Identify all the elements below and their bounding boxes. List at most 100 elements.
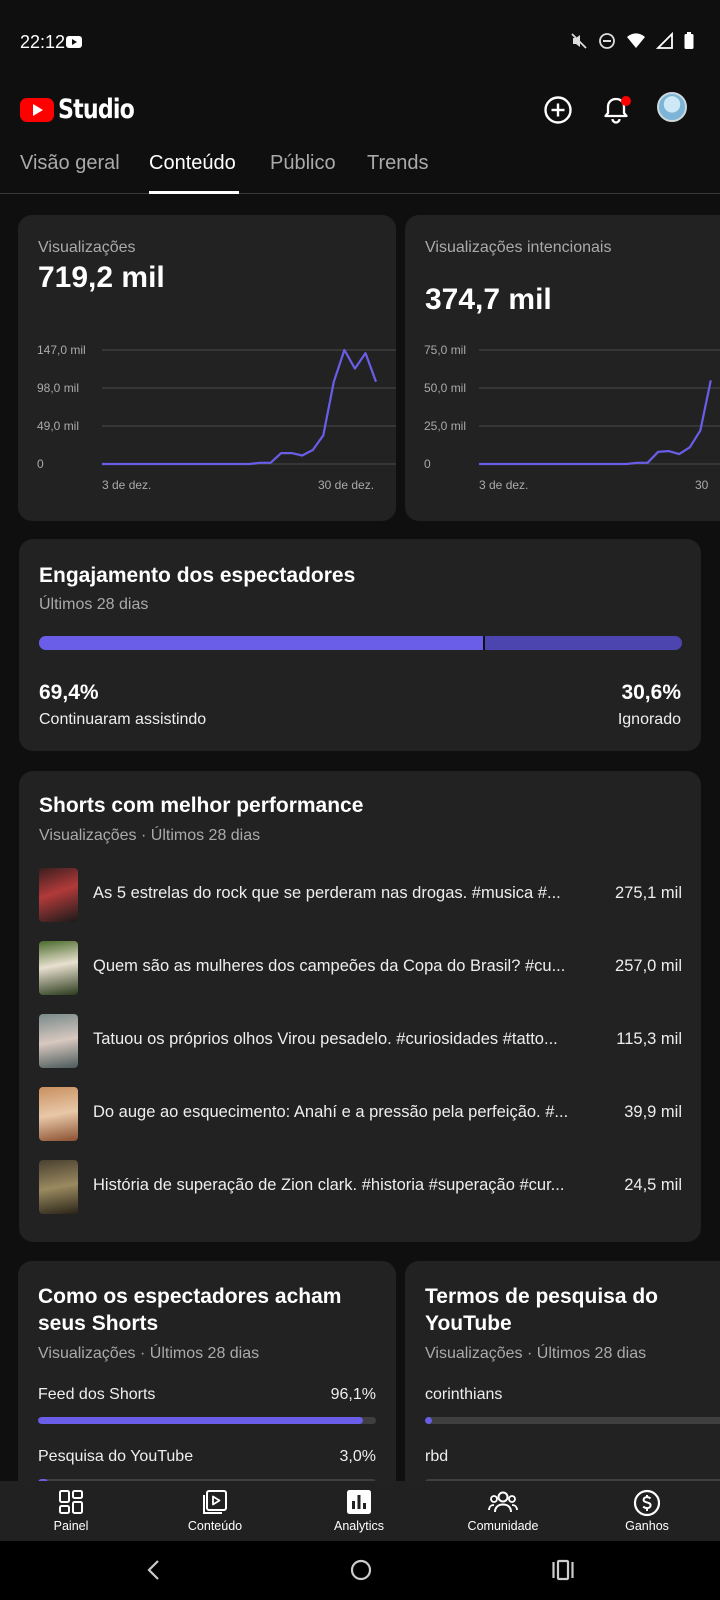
y-tick-label: 25,0 mil	[424, 419, 466, 433]
home-icon[interactable]	[349, 1558, 373, 1582]
nav-dashboard[interactable]: Painel	[11, 1481, 131, 1541]
source-label: Feed dos Shorts	[38, 1386, 156, 1403]
logo-text: Studio	[58, 94, 135, 125]
short-title: Do auge ao esquecimento: Anahí e a press…	[93, 1103, 569, 1121]
continued-pct: 69,4%	[39, 681, 99, 704]
x-tick-label: 30 de dez.	[318, 478, 374, 492]
short-views: 257,0 mil	[615, 957, 682, 975]
system-navigation-bar	[0, 1541, 720, 1600]
add-circle-icon	[544, 96, 572, 124]
video-thumbnail	[39, 1087, 78, 1141]
top-shorts-subtitle: Visualizações · Últimos 28 dias	[39, 827, 261, 844]
views-line-chart: 147,0 mil 98,0 mil 49,0 mil 0 3 de dez. 30 de…	[37, 343, 396, 492]
x-tick-label: 3 de dez.	[479, 478, 528, 492]
x-tick-label: 30	[695, 478, 709, 492]
create-button[interactable]	[538, 90, 578, 130]
discovery-card[interactable]: Como os espectadores acham seus Shorts V…	[18, 1261, 396, 1521]
nav-earn-label: Ganhos	[625, 1519, 669, 1533]
video-thumbnail	[39, 1160, 78, 1214]
list-item[interactable]: História de superação de Zion clark. #hi…	[39, 1160, 682, 1214]
back-icon[interactable]	[146, 1559, 162, 1581]
video-thumbnail	[39, 1014, 78, 1068]
analytics-icon	[347, 1490, 371, 1514]
content-icon	[203, 1490, 227, 1514]
tab-content[interactable]: Conteúdo	[149, 152, 236, 174]
views-value: 719,2 mil	[38, 261, 165, 294]
discovery-title-line1: Como os espectadores acham	[38, 1285, 342, 1308]
app-header: Studio	[0, 84, 720, 144]
notifications-button[interactable]	[596, 90, 636, 130]
nav-content-label: Conteúdo	[187, 1519, 243, 1533]
search-terms-title-line1: Termos de pesquisa do	[425, 1285, 658, 1308]
list-item[interactable]: Tatuou os próprios olhos Virou pesadelo.…	[39, 1014, 682, 1068]
tab-trends[interactable]: Trends	[367, 152, 429, 174]
community-icon	[488, 1491, 518, 1513]
top-shorts-card: Shorts com melhor performance Visualizaç…	[19, 771, 701, 1242]
status-icons	[570, 32, 694, 50]
skipped-pct: 30,6%	[621, 681, 681, 704]
list-item[interactable]: As 5 estrelas do rock que se perderam na…	[39, 868, 682, 922]
nav-analytics-label: Analytics	[333, 1519, 385, 1533]
active-tab-indicator	[149, 191, 239, 194]
do-not-disturb-icon	[599, 33, 615, 49]
short-views: 39,9 mil	[624, 1103, 682, 1121]
dashboard-icon	[59, 1490, 83, 1514]
discovery-title-line2: seus Shorts	[38, 1312, 159, 1335]
intentional-views-label: Visualizações intencionais	[425, 239, 612, 256]
tab-bar: Visão geral Conteúdo Público Trends	[0, 144, 720, 194]
signal-icon	[656, 32, 673, 49]
youtube-studio-logo[interactable]: Studio	[20, 94, 151, 125]
tab-audience[interactable]: Público	[270, 152, 336, 174]
bell-icon	[604, 97, 628, 124]
engagement-title: Engajamento dos espectadores	[39, 564, 356, 587]
engagement-card[interactable]: Engajamento dos espectadores Últimos 28 …	[19, 539, 701, 751]
nav-content[interactable]: Conteúdo	[155, 1481, 275, 1541]
search-terms-card[interactable]: Termos de pesquisa do YouTube Visualizaç…	[405, 1261, 720, 1521]
source-bar-fill	[38, 1417, 363, 1424]
series-line	[479, 380, 712, 466]
views-label: Visualizações	[38, 239, 136, 256]
notification-badge	[621, 96, 631, 106]
intentional-views-card[interactable]: Visualizações intencionais 374,7 mil 75,…	[405, 215, 720, 521]
avatar[interactable]	[657, 92, 687, 122]
source-bar	[38, 1417, 376, 1424]
youtube-notification-icon	[66, 36, 82, 48]
source-label: Pesquisa do YouTube	[38, 1448, 194, 1465]
intentional-views-line-chart: 75,0 mil 50,0 mil 25,0 mil 0 3 de dez. 30	[424, 343, 720, 492]
status-time: 22:12	[20, 32, 66, 52]
video-thumbnail	[39, 868, 78, 922]
skipped-label: Ignorado	[617, 711, 681, 728]
engagement-bar	[39, 636, 682, 650]
engagement-subtitle: Últimos 28 dias	[39, 596, 149, 613]
status-bar: 22:12	[0, 0, 720, 84]
recents-icon[interactable]	[552, 1559, 574, 1581]
bottom-nav: Painel Conteúdo Analytics Comunidade Gan…	[0, 1481, 720, 1541]
list-item[interactable]: Quem são as mulheres dos campeões da Cop…	[39, 941, 682, 995]
short-title: Tatuou os próprios olhos Virou pesadelo.…	[93, 1030, 558, 1048]
list-item[interactable]: Do auge ao esquecimento: Anahí e a press…	[39, 1087, 682, 1141]
views-card[interactable]: Visualizações 719,2 mil 147,0 mil 98,0 mi…	[18, 215, 396, 521]
engagement-bar-fill	[39, 636, 486, 650]
short-title: As 5 estrelas do rock que se perderam na…	[93, 884, 561, 902]
y-tick-label: 0	[37, 457, 44, 471]
y-tick-label: 49,0 mil	[37, 419, 79, 433]
x-tick-label: 3 de dez.	[102, 478, 151, 492]
source-value: 3,0%	[339, 1448, 376, 1465]
tab-overview[interactable]: Visão geral	[20, 152, 120, 174]
short-views: 24,5 mil	[624, 1176, 682, 1194]
nav-community-label: Comunidade	[467, 1519, 539, 1533]
video-thumbnail	[39, 941, 78, 995]
intentional-views-value: 374,7 mil	[425, 283, 552, 316]
short-title: Quem são as mulheres dos campeões da Cop…	[93, 957, 566, 975]
earn-icon	[633, 1489, 661, 1517]
search-terms-title-line2: YouTube	[425, 1312, 512, 1335]
search-terms-subtitle: Visualizações · Últimos 28 dias	[425, 1345, 647, 1362]
nav-community[interactable]: Comunidade	[443, 1481, 563, 1541]
short-views: 115,3 mil	[616, 1030, 682, 1048]
y-tick-label: 98,0 mil	[37, 381, 79, 395]
y-tick-label: 0	[424, 457, 431, 471]
nav-analytics[interactable]: Analytics	[299, 1481, 419, 1541]
search-term-bar	[425, 1417, 720, 1424]
nav-earn[interactable]: Ganhos	[587, 1481, 707, 1541]
series-line	[102, 348, 378, 466]
